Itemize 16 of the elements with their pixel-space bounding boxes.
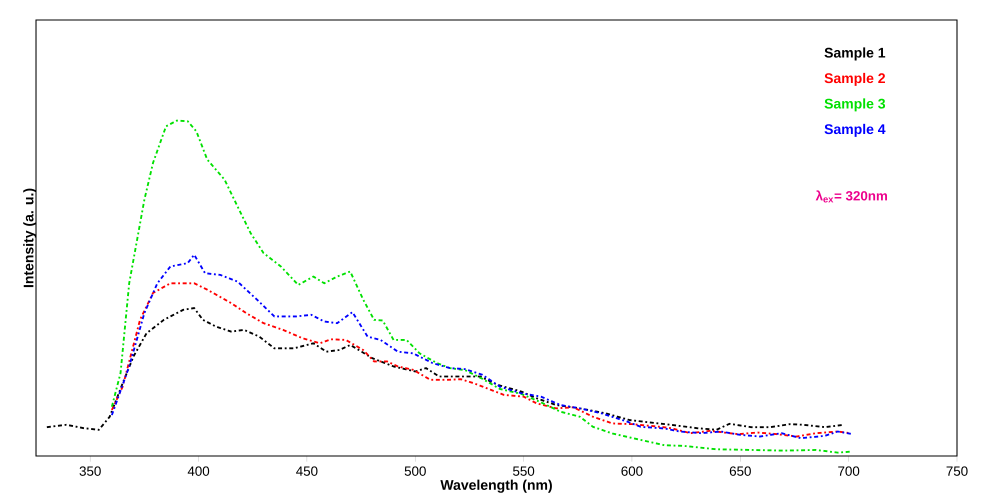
x-tick-label: 700	[838, 466, 860, 476]
x-tick-label: 400	[188, 466, 210, 476]
x-tick-label: 600	[621, 466, 643, 476]
x-tick-label: 500	[404, 466, 426, 476]
x-tick-label: 650	[730, 466, 751, 476]
text: Sample 3	[824, 98, 886, 112]
x-tick-label: 550	[513, 466, 534, 476]
x-axis-title: Wavelength (nm)	[440, 480, 552, 493]
x-tick-label: 750	[946, 466, 968, 476]
text: Sample 4	[824, 124, 886, 137]
x-tick-label: 450	[296, 466, 318, 476]
y-axis-title: Intensity (a. u.)	[23, 188, 36, 288]
annotation: λ$_{ex}$= 320nm	[816, 190, 887, 202]
x-tick-label: 350	[80, 466, 101, 476]
text: Sample 2	[824, 72, 885, 86]
text: Sample 1	[824, 47, 886, 60]
